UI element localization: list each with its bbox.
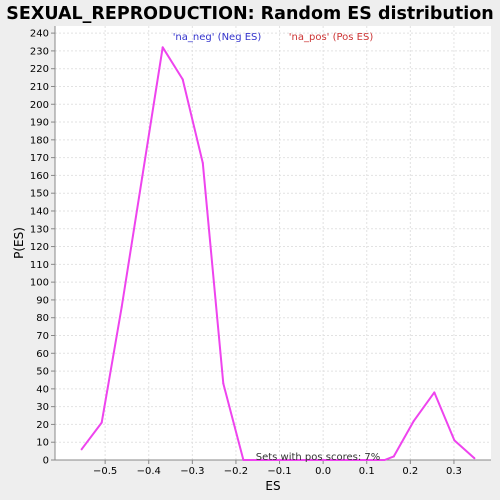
- data-point: [453, 439, 456, 442]
- data-point: [383, 459, 386, 461]
- y-tick-label: 160: [30, 171, 49, 182]
- y-tick-label: 10: [36, 438, 49, 449]
- y-tick-label: 70: [36, 331, 49, 342]
- plot-area: [55, 26, 491, 460]
- x-tick-label: −0.1: [267, 466, 291, 477]
- y-tick-label: 40: [36, 384, 49, 395]
- legend-pos-es: 'na_pos' (Pos ES): [289, 32, 374, 43]
- y-tick-label: 150: [30, 189, 49, 200]
- legend-neg-es: 'na_neg' (Neg ES): [173, 32, 262, 43]
- y-tick-label: 120: [30, 242, 49, 253]
- pos-scores-annotation: Sets with pos scores: 7%: [256, 452, 381, 463]
- y-tick-label: 220: [30, 64, 49, 75]
- y-tick-label: 60: [36, 349, 49, 360]
- x-tick-label: 0.2: [402, 466, 418, 477]
- y-tick-label: 210: [30, 82, 49, 93]
- data-point: [363, 459, 366, 461]
- data-point: [412, 419, 415, 422]
- x-axis-ticks: −0.5 −0.4 −0.3 −0.2 −0.1 0.0 0.1 0.2 0.3: [93, 460, 462, 477]
- data-point: [181, 78, 184, 81]
- data-point: [262, 459, 265, 461]
- x-tick-label: −0.2: [224, 466, 248, 477]
- y-tick-label: 30: [36, 402, 49, 413]
- y-axis-label: P(ES): [12, 227, 26, 259]
- data-point: [433, 391, 436, 394]
- x-axis-label: ES: [265, 479, 280, 493]
- data-point: [80, 448, 83, 451]
- data-point: [141, 176, 144, 179]
- y-tick-label: 80: [36, 313, 49, 324]
- y-tick-label: 200: [30, 100, 49, 111]
- data-point: [473, 457, 476, 460]
- x-tick-label: 0.1: [359, 466, 375, 477]
- data-point: [120, 306, 123, 309]
- y-tick-label: 50: [36, 367, 49, 378]
- y-tick-label: 170: [30, 153, 49, 164]
- y-tick-label: 110: [30, 260, 49, 271]
- y-tick-label: 230: [30, 46, 49, 57]
- chart-title: SEXUAL_REPRODUCTION: Random ES distribut…: [6, 4, 493, 24]
- x-tick-label: −0.5: [93, 466, 117, 477]
- y-tick-label: 190: [30, 118, 49, 129]
- data-point: [392, 455, 395, 458]
- data-point: [242, 459, 245, 461]
- x-tick-label: 0.0: [315, 466, 331, 477]
- data-point: [201, 161, 204, 164]
- x-tick-label: −0.4: [137, 466, 161, 477]
- y-tick-label: 240: [30, 29, 49, 40]
- y-tick-label: 130: [30, 224, 49, 235]
- y-tick-label: 180: [30, 135, 49, 146]
- data-point: [323, 459, 326, 461]
- data-point: [343, 459, 346, 461]
- y-tick-label: 140: [30, 206, 49, 217]
- series-group: [80, 46, 476, 461]
- y-tick-label: 90: [36, 295, 49, 306]
- data-point: [161, 46, 164, 49]
- data-point: [302, 459, 305, 461]
- y-tick-label: 0: [43, 456, 49, 467]
- grid: [55, 26, 491, 461]
- y-tick-label: 100: [30, 278, 49, 289]
- data-point: [282, 459, 285, 461]
- y-axis-ticks: 0 10 20 30 40 50 60 70 80 90 100 110 120 130 140 150 160…: [30, 29, 55, 467]
- data-point: [100, 421, 103, 424]
- x-tick-label: −0.3: [180, 466, 204, 477]
- y-tick-label: 20: [36, 420, 49, 431]
- x-tick-label: 0.3: [446, 466, 462, 477]
- data-point: [222, 382, 225, 385]
